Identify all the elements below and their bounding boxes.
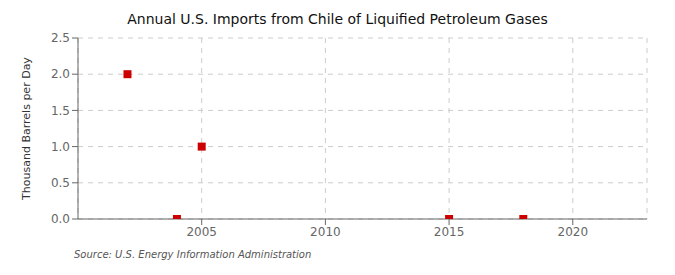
svg-text:2020: 2020 — [558, 225, 589, 239]
svg-text:2010: 2010 — [310, 225, 341, 239]
html-text:Annual U.S. Imports from Chile: Annual U.S. Imports from Chile of Liquif… — [127, 11, 548, 27]
svg-text:2015: 2015 — [434, 225, 465, 239]
svg-text:2005: 2005 — [186, 225, 217, 239]
svg-text:1.0: 1.0 — [51, 140, 70, 154]
html-text:Source: U.S. Energy Informatio: Source: U.S. Energy Information Administ… — [74, 249, 312, 260]
svg-text:2.0: 2.0 — [51, 67, 70, 81]
svg-text:Thousand Barrels per Day: Thousand Barrels per Day — [20, 57, 33, 201]
svg-text:0.0: 0.0 — [51, 212, 70, 226]
svg-text:2.5: 2.5 — [51, 31, 70, 45]
svg-text:1.5: 1.5 — [51, 104, 70, 118]
svg-text:0.5: 0.5 — [51, 176, 70, 190]
